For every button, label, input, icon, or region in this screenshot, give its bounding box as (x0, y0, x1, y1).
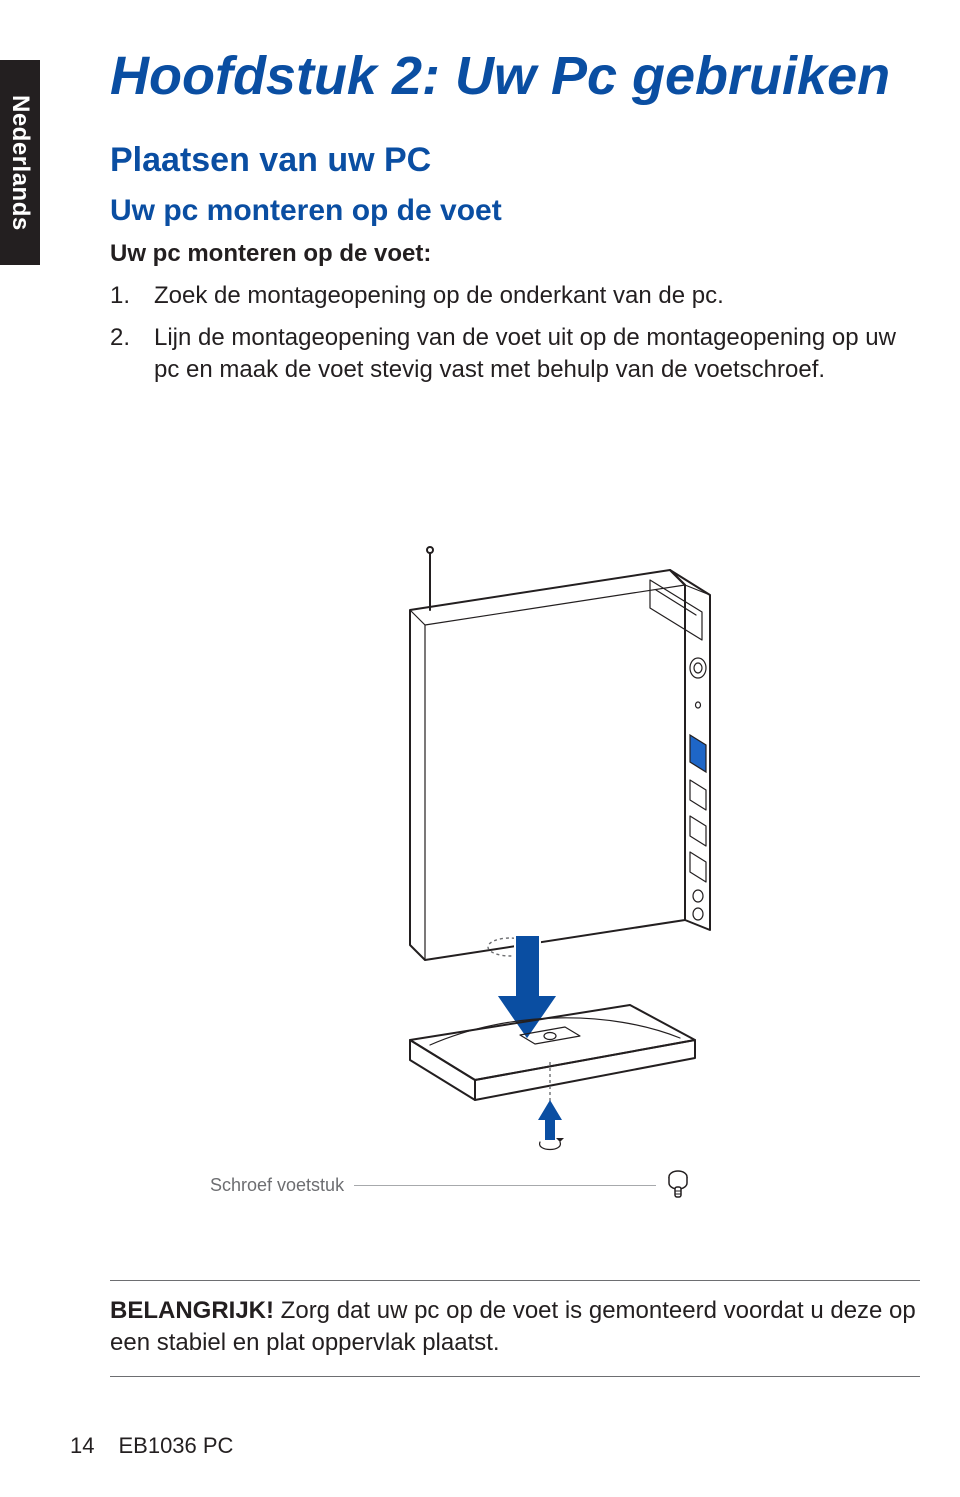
page-footer: 14 EB1036 PC (70, 1433, 233, 1459)
note-label: BELANGRIJK! (110, 1297, 274, 1324)
page-number: 14 (70, 1433, 94, 1459)
thumbscrew-icon (666, 1170, 690, 1200)
important-note: BELANGRIJK! Zorg dat uw pc op de voet is… (110, 1280, 920, 1377)
stand (410, 1005, 695, 1100)
section-heading: Plaatsen van uw PC (110, 141, 920, 180)
subsection-heading: Uw pc monteren op de voet (110, 194, 920, 228)
chapter-title: Hoofdstuk 2: Uw Pc gebruiken (110, 48, 920, 105)
step-item: Zoek de montageopening op de onderkant v… (110, 280, 920, 312)
figure-caption: Schroef voetstuk (210, 1170, 690, 1200)
steps-intro: Uw pc monteren op de voet: (110, 240, 920, 268)
main-content: Hoofdstuk 2: Uw Pc gebruiken Plaatsen va… (110, 48, 920, 397)
doc-code: EB1036 PC (118, 1433, 233, 1459)
caption-leader-line (354, 1185, 656, 1186)
step-item: Lijn de montageopening van de voet uit o… (110, 322, 920, 387)
arrow-up-icon (538, 1100, 562, 1140)
caption-text: Schroef voetstuk (210, 1175, 344, 1196)
language-label: Nederlands (6, 95, 34, 231)
steps-list: Zoek de montageopening op de onderkant v… (110, 280, 920, 387)
language-tab: Nederlands (0, 60, 40, 265)
assembly-figure: .ln { fill:none; stroke:#231f20; stroke-… (110, 540, 920, 1240)
